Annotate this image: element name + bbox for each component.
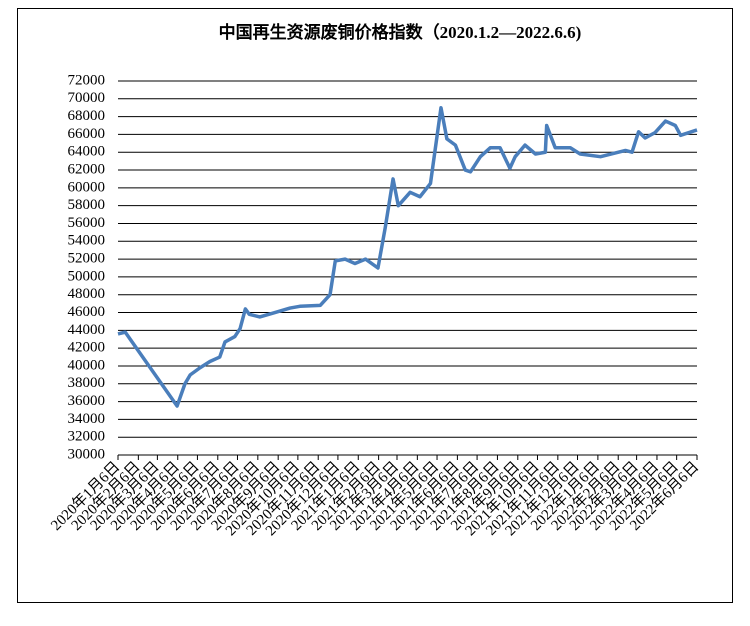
data-line: [117, 105, 698, 408]
y-tick-label: 52000: [68, 251, 106, 267]
y-tick-label: 36000: [68, 393, 106, 409]
y-tick-label: 54000: [68, 233, 106, 249]
y-tick-label: 38000: [68, 375, 106, 391]
y-tick-label: 50000: [68, 268, 106, 284]
y-tick-label: 46000: [68, 304, 106, 320]
y-tick-label: 62000: [68, 161, 106, 177]
y-tick-label: 56000: [68, 215, 106, 231]
y-tick-label: 32000: [68, 429, 106, 445]
y-tick-label: 40000: [68, 357, 106, 373]
chart-border: [17, 8, 733, 603]
y-tick-label: 58000: [68, 197, 106, 213]
y-tick-label: 44000: [68, 322, 106, 338]
y-tick-label: 72000: [68, 72, 106, 88]
y-tick-label: 48000: [68, 286, 106, 302]
y-tick-label: 68000: [68, 108, 106, 124]
y-tick-label: 70000: [68, 90, 106, 106]
y-tick-label: 30000: [68, 446, 106, 462]
y-tick-label: 60000: [68, 179, 106, 195]
y-tick-label: 64000: [68, 144, 106, 160]
y-tick-label: 42000: [68, 340, 106, 356]
y-tick-label: 34000: [68, 411, 106, 427]
y-tick-label: 66000: [68, 126, 106, 142]
chart-title: 中国再生资源废铜价格指数（2020.1.2—2022.6.6): [219, 22, 582, 42]
